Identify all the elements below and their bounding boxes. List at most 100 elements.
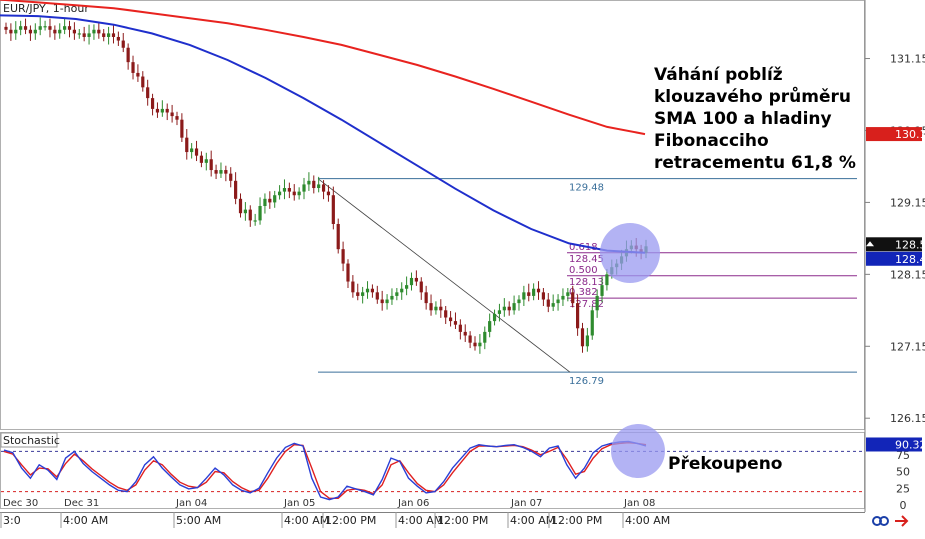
candle-body: [131, 62, 135, 73]
stochastic-badge-label: 90.32: [895, 438, 925, 451]
candle-body: [351, 281, 355, 293]
candle-body: [370, 288, 375, 293]
fib-level-label: 126.79: [569, 376, 604, 387]
arrow-right-icon[interactable]: [895, 515, 909, 527]
candle-body: [33, 29, 37, 34]
candle-body: [185, 137, 189, 153]
candle-body: [248, 209, 252, 221]
candle-body: [468, 335, 472, 343]
candle-body: [38, 26, 42, 30]
price-panel: [0, 0, 865, 430]
sma100-line: [0, 14, 646, 254]
time-label: 4:00 AM: [398, 514, 443, 527]
candle-body: [336, 223, 340, 250]
time-label: 5:00 AM: [176, 514, 221, 527]
time-label: 4:00 AM: [284, 514, 329, 527]
candle-body: [585, 335, 589, 347]
candle-body: [473, 342, 477, 347]
candle-body: [268, 198, 272, 203]
time-label: 12:00 PM: [551, 514, 602, 527]
candle-body: [414, 277, 418, 282]
candle-body: [595, 295, 599, 311]
candle-body: [571, 292, 575, 304]
candle-body: [190, 148, 194, 153]
candle-body: [458, 324, 462, 332]
candle-body: [180, 119, 184, 138]
candle-body: [317, 184, 321, 189]
candle-body: [380, 299, 384, 304]
candle-body: [453, 321, 458, 325]
candle-body: [92, 29, 96, 34]
stochastic-tick-label: 50: [896, 466, 910, 479]
date-label: Jan 05: [283, 498, 315, 509]
stochastic-d-line: [3, 441, 647, 499]
candle-body: [321, 184, 326, 192]
candle-body: [155, 108, 160, 113]
candle-body: [4, 26, 8, 30]
candle-body: [14, 29, 18, 34]
date-label: Dec 31: [64, 498, 99, 509]
candle-body: [478, 342, 482, 347]
candle-body: [365, 288, 370, 293]
link-icon[interactable]: [872, 516, 889, 526]
candle-body: [546, 299, 550, 307]
candle-body: [497, 310, 502, 314]
candle-body: [63, 26, 67, 30]
candle-body: [146, 87, 150, 99]
candle-body: [448, 317, 453, 322]
candle-body: [175, 116, 179, 120]
candle-body: [361, 292, 365, 296]
fib-level-label: 127.82: [569, 299, 604, 310]
candle-body: [576, 303, 580, 329]
candle-body: [517, 299, 521, 304]
candle-body: [258, 206, 262, 221]
candle-body: [234, 180, 238, 199]
fib-level-label: 128.45: [569, 254, 604, 265]
price-tick-label: 131.15: [890, 53, 925, 66]
candle-body: [409, 277, 414, 286]
candle-body: [424, 292, 428, 304]
fib-level-label: 128.13: [569, 277, 604, 288]
candle-body: [229, 173, 233, 181]
candle-body: [253, 220, 257, 222]
candle-body: [390, 295, 394, 300]
candle-body: [204, 159, 208, 163]
time-label: 12:00 PM: [325, 514, 376, 527]
candle-body: [492, 313, 497, 322]
stochastic-tick-label: 25: [896, 482, 910, 495]
candle-body: [527, 292, 531, 296]
stochastic-k-line: [3, 440, 647, 501]
candle-body: [160, 108, 164, 113]
candle-body: [488, 321, 492, 332]
candle-body: [82, 33, 86, 37]
candle-body: [287, 188, 291, 192]
candle-body: [346, 263, 350, 282]
candle-body: [292, 191, 296, 196]
candle-body: [341, 249, 345, 264]
candle-body: [219, 170, 223, 174]
price-tick-label: 127.15: [890, 340, 925, 353]
candle-body: [512, 303, 516, 311]
candle-body: [400, 288, 404, 293]
candle-body: [605, 274, 609, 286]
price-badge: [866, 127, 922, 142]
candle-body: [483, 331, 487, 343]
candle-body: [566, 292, 570, 296]
candle-body: [532, 288, 536, 296]
candle-body: [326, 191, 331, 196]
stochastic-badge: [866, 437, 922, 452]
candle-body: [561, 295, 565, 300]
candle-body: [67, 26, 72, 30]
candle-body: [72, 29, 76, 34]
candle-body: [419, 281, 423, 293]
price-badge-label: 130.10: [895, 128, 925, 141]
candle-body: [102, 33, 106, 37]
candle-body: [199, 155, 204, 163]
candle-body: [209, 159, 213, 171]
stochastic-label-box: [0, 432, 58, 448]
candle-body: [551, 303, 555, 307]
candle-body: [302, 184, 306, 192]
candle-body: [263, 198, 267, 207]
time-label: 4:00 AM: [63, 514, 108, 527]
